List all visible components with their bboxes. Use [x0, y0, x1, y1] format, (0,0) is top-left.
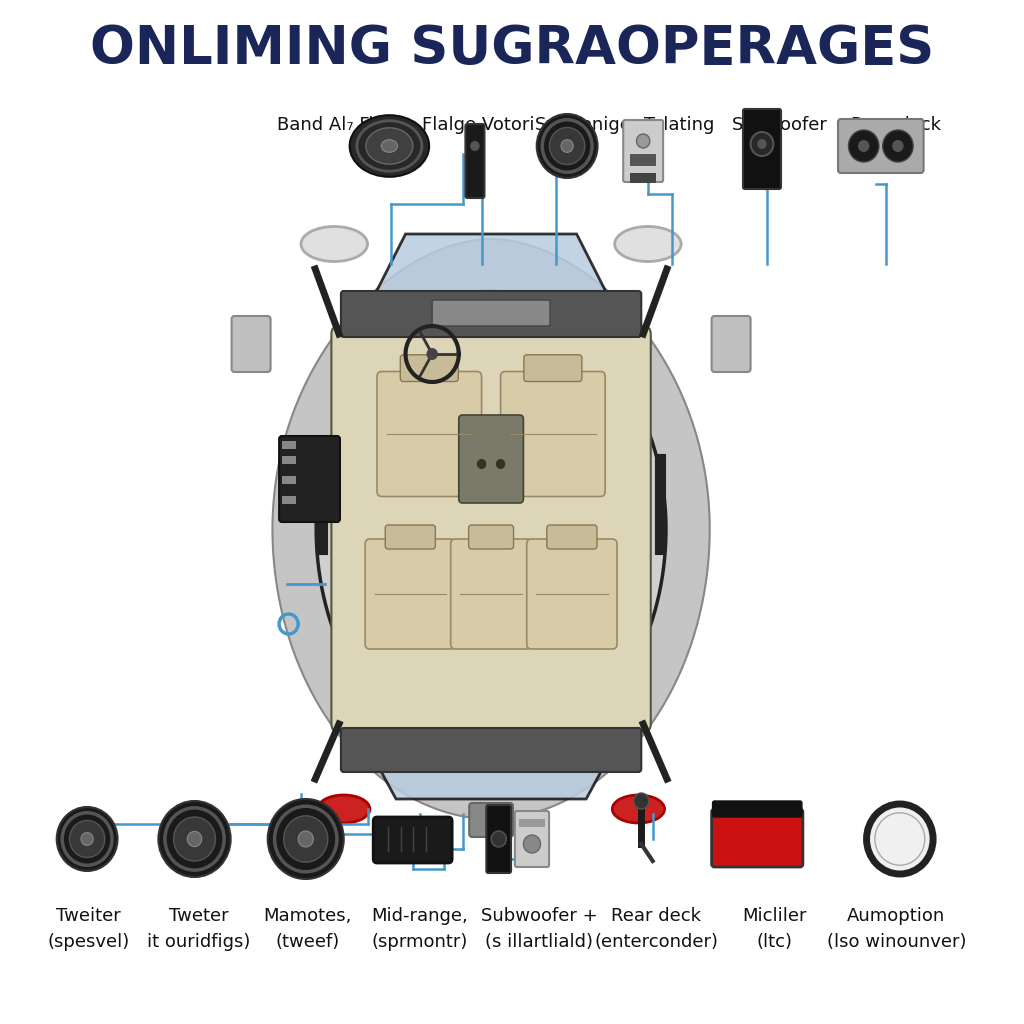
Text: Micliler: Micliler — [742, 907, 807, 925]
Bar — [630, 154, 656, 166]
Text: it ouridfigs): it ouridfigs) — [146, 933, 250, 951]
Circle shape — [866, 804, 933, 874]
Text: (tweef): (tweef) — [275, 933, 340, 951]
Bar — [282, 441, 296, 449]
Ellipse shape — [381, 139, 397, 153]
FancyBboxPatch shape — [501, 372, 605, 497]
FancyBboxPatch shape — [838, 119, 924, 173]
Text: (enterconder): (enterconder) — [594, 933, 718, 951]
Circle shape — [537, 114, 598, 178]
Circle shape — [757, 139, 767, 150]
Circle shape — [174, 817, 215, 861]
FancyBboxPatch shape — [466, 124, 484, 198]
Circle shape — [858, 140, 869, 152]
Text: Rear deck: Rear deck — [852, 116, 941, 134]
Text: Subwoofer: Subwoofer — [732, 116, 827, 134]
Text: Tweiter: Tweiter — [56, 907, 121, 925]
Polygon shape — [272, 239, 710, 819]
Circle shape — [492, 831, 506, 847]
Circle shape — [496, 459, 506, 469]
FancyBboxPatch shape — [341, 728, 641, 772]
Circle shape — [849, 130, 879, 162]
FancyBboxPatch shape — [469, 525, 514, 549]
Text: ONLIMING SUGRAOPERAGES: ONLIMING SUGRAOPERAGES — [90, 23, 934, 75]
Circle shape — [751, 132, 773, 156]
Circle shape — [550, 127, 585, 165]
FancyBboxPatch shape — [373, 817, 453, 863]
FancyBboxPatch shape — [385, 525, 435, 549]
Ellipse shape — [614, 226, 681, 261]
Text: Aumoption: Aumoption — [847, 907, 945, 925]
Circle shape — [634, 793, 649, 809]
Circle shape — [874, 813, 925, 865]
Bar — [630, 173, 656, 183]
Text: Telating: Telating — [644, 116, 715, 134]
Text: Flalge Votori: Flalge Votori — [422, 116, 535, 134]
Ellipse shape — [349, 116, 429, 177]
Circle shape — [298, 831, 313, 847]
Text: (ltc): (ltc) — [757, 933, 793, 951]
FancyBboxPatch shape — [366, 539, 456, 649]
Bar — [282, 496, 296, 504]
FancyBboxPatch shape — [712, 316, 751, 372]
FancyBboxPatch shape — [547, 525, 597, 549]
Circle shape — [187, 831, 202, 847]
Bar — [282, 476, 296, 484]
FancyBboxPatch shape — [432, 300, 550, 326]
Text: Tweter: Tweter — [169, 907, 228, 925]
Text: (sprmontr): (sprmontr) — [372, 933, 468, 951]
FancyBboxPatch shape — [341, 291, 641, 337]
FancyBboxPatch shape — [526, 539, 617, 649]
Circle shape — [892, 140, 903, 152]
FancyBboxPatch shape — [469, 803, 513, 837]
Text: (spesvel): (spesvel) — [47, 933, 130, 951]
Polygon shape — [368, 234, 614, 309]
FancyBboxPatch shape — [712, 809, 803, 867]
Ellipse shape — [317, 795, 370, 823]
Ellipse shape — [366, 128, 413, 164]
FancyBboxPatch shape — [515, 811, 549, 867]
FancyBboxPatch shape — [377, 372, 481, 497]
Circle shape — [426, 348, 438, 360]
FancyBboxPatch shape — [486, 805, 511, 873]
Circle shape — [159, 801, 230, 877]
Circle shape — [70, 820, 104, 857]
Circle shape — [56, 807, 118, 871]
Text: Rear deck: Rear deck — [611, 907, 701, 925]
Text: Mid-range,: Mid-range, — [371, 907, 468, 925]
Ellipse shape — [355, 309, 627, 629]
FancyBboxPatch shape — [713, 801, 802, 817]
Text: (s illartliald): (s illartliald) — [485, 933, 593, 951]
Bar — [282, 456, 296, 464]
Circle shape — [470, 141, 479, 151]
Text: Surflienige: Surflienige — [535, 116, 632, 134]
FancyBboxPatch shape — [624, 120, 664, 182]
Circle shape — [267, 799, 344, 879]
FancyBboxPatch shape — [280, 436, 340, 522]
FancyBboxPatch shape — [332, 326, 651, 732]
Circle shape — [637, 134, 650, 148]
Ellipse shape — [612, 795, 665, 823]
Circle shape — [561, 139, 573, 153]
Circle shape — [477, 459, 486, 469]
Polygon shape — [358, 729, 625, 799]
Circle shape — [284, 816, 328, 862]
Circle shape — [523, 835, 541, 853]
Text: (lso winounver): (lso winounver) — [826, 933, 967, 951]
Circle shape — [81, 833, 93, 846]
Polygon shape — [316, 291, 666, 767]
Circle shape — [883, 130, 913, 162]
Ellipse shape — [301, 226, 368, 261]
FancyBboxPatch shape — [743, 109, 781, 189]
Text: Band Al₇ Fiffo: Band Al₇ Fiffo — [276, 116, 396, 134]
Text: Subwoofer +: Subwoofer + — [481, 907, 598, 925]
FancyBboxPatch shape — [459, 415, 523, 503]
FancyBboxPatch shape — [451, 539, 531, 649]
Text: Mamotes,: Mamotes, — [263, 907, 352, 925]
FancyBboxPatch shape — [400, 354, 459, 382]
FancyBboxPatch shape — [524, 354, 582, 382]
FancyBboxPatch shape — [231, 316, 270, 372]
Bar — [518, 819, 545, 827]
